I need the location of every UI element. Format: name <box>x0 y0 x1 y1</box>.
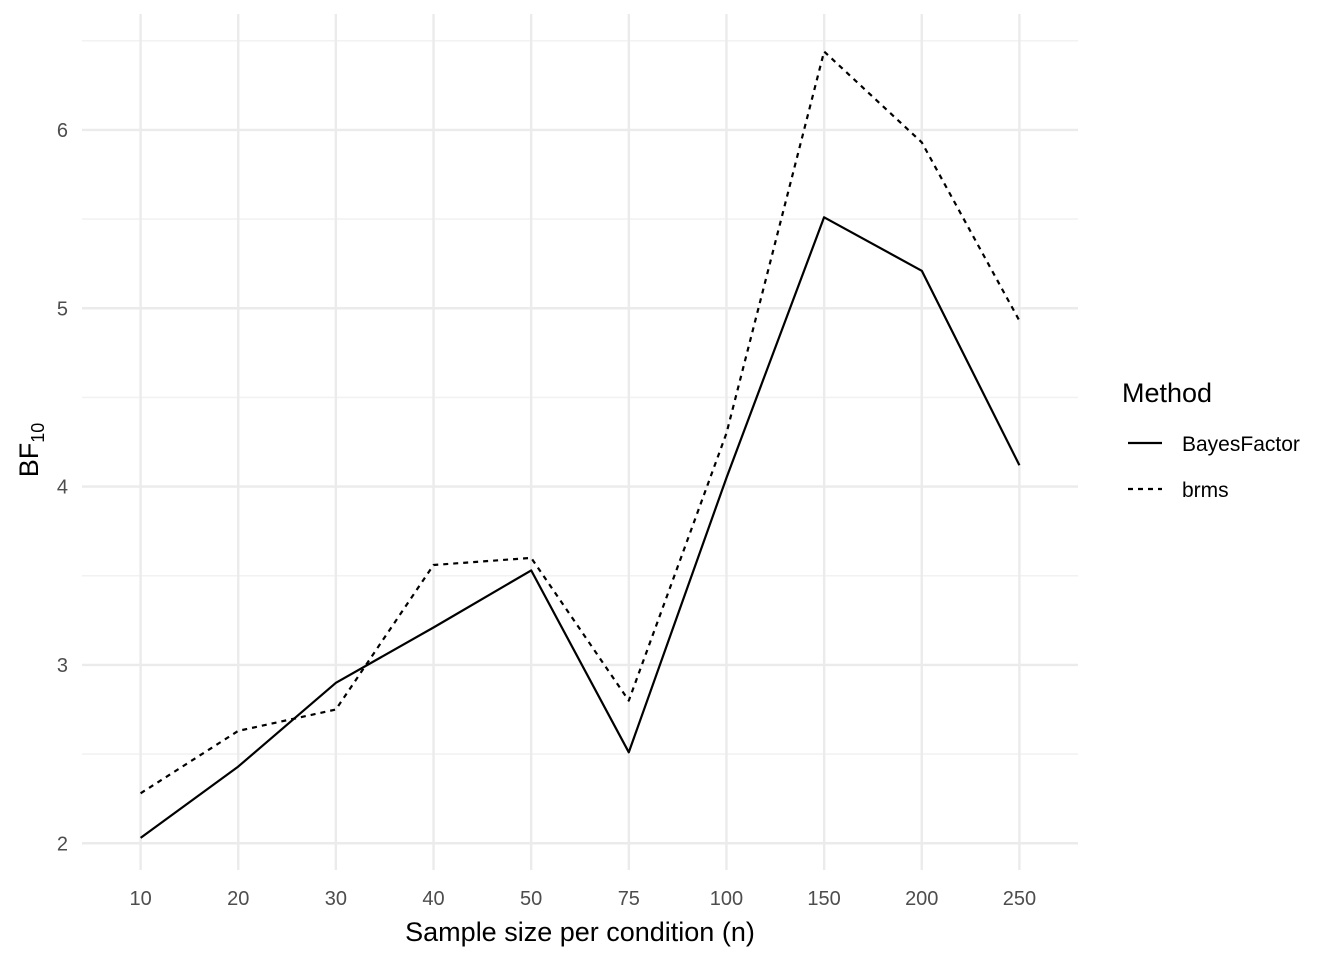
legend: Method BayesFactor brms <box>1122 378 1300 502</box>
y-tick-label: 3 <box>57 655 68 677</box>
y-tick-label: 4 <box>57 477 68 499</box>
y-tick-label: 6 <box>57 120 68 142</box>
legend-label-brms: brms <box>1182 479 1229 502</box>
legend-item-bayesfactor: BayesFactor <box>1128 433 1300 456</box>
grid <box>82 14 1078 870</box>
x-tick-label: 30 <box>325 888 347 910</box>
series-line-bayesfactor <box>139 216 1021 839</box>
x-tick-label: 100 <box>710 888 743 910</box>
series-line-brms <box>140 50 1021 795</box>
x-tick-label: 150 <box>807 888 840 910</box>
y-axis-ticks: 2 3 4 5 6 <box>57 120 68 855</box>
x-axis-title: Sample size per condition (n) <box>405 917 755 947</box>
legend-item-brms: brms <box>1128 479 1229 502</box>
x-tick-label: 75 <box>618 888 640 910</box>
legend-label-bayesfactor: BayesFactor <box>1182 433 1300 456</box>
x-tick-label: 50 <box>520 888 542 910</box>
x-tick-label: 40 <box>422 888 444 910</box>
x-tick-label: 250 <box>1003 888 1036 910</box>
y-axis-title-main: BF <box>14 443 44 478</box>
y-tick-label: 5 <box>57 298 68 320</box>
x-tick-label: 200 <box>905 888 938 910</box>
legend-title: Method <box>1122 378 1212 408</box>
x-tick-label: 20 <box>227 888 249 910</box>
y-tick-label: 2 <box>57 833 68 855</box>
x-tick-label: 10 <box>129 888 151 910</box>
x-axis-ticks: 10 20 30 40 50 75 100 150 200 250 <box>129 888 1036 910</box>
y-axis-title: BF10 <box>14 423 48 478</box>
series-lines <box>139 50 1021 839</box>
y-axis-title-subscript: 10 <box>28 423 48 443</box>
